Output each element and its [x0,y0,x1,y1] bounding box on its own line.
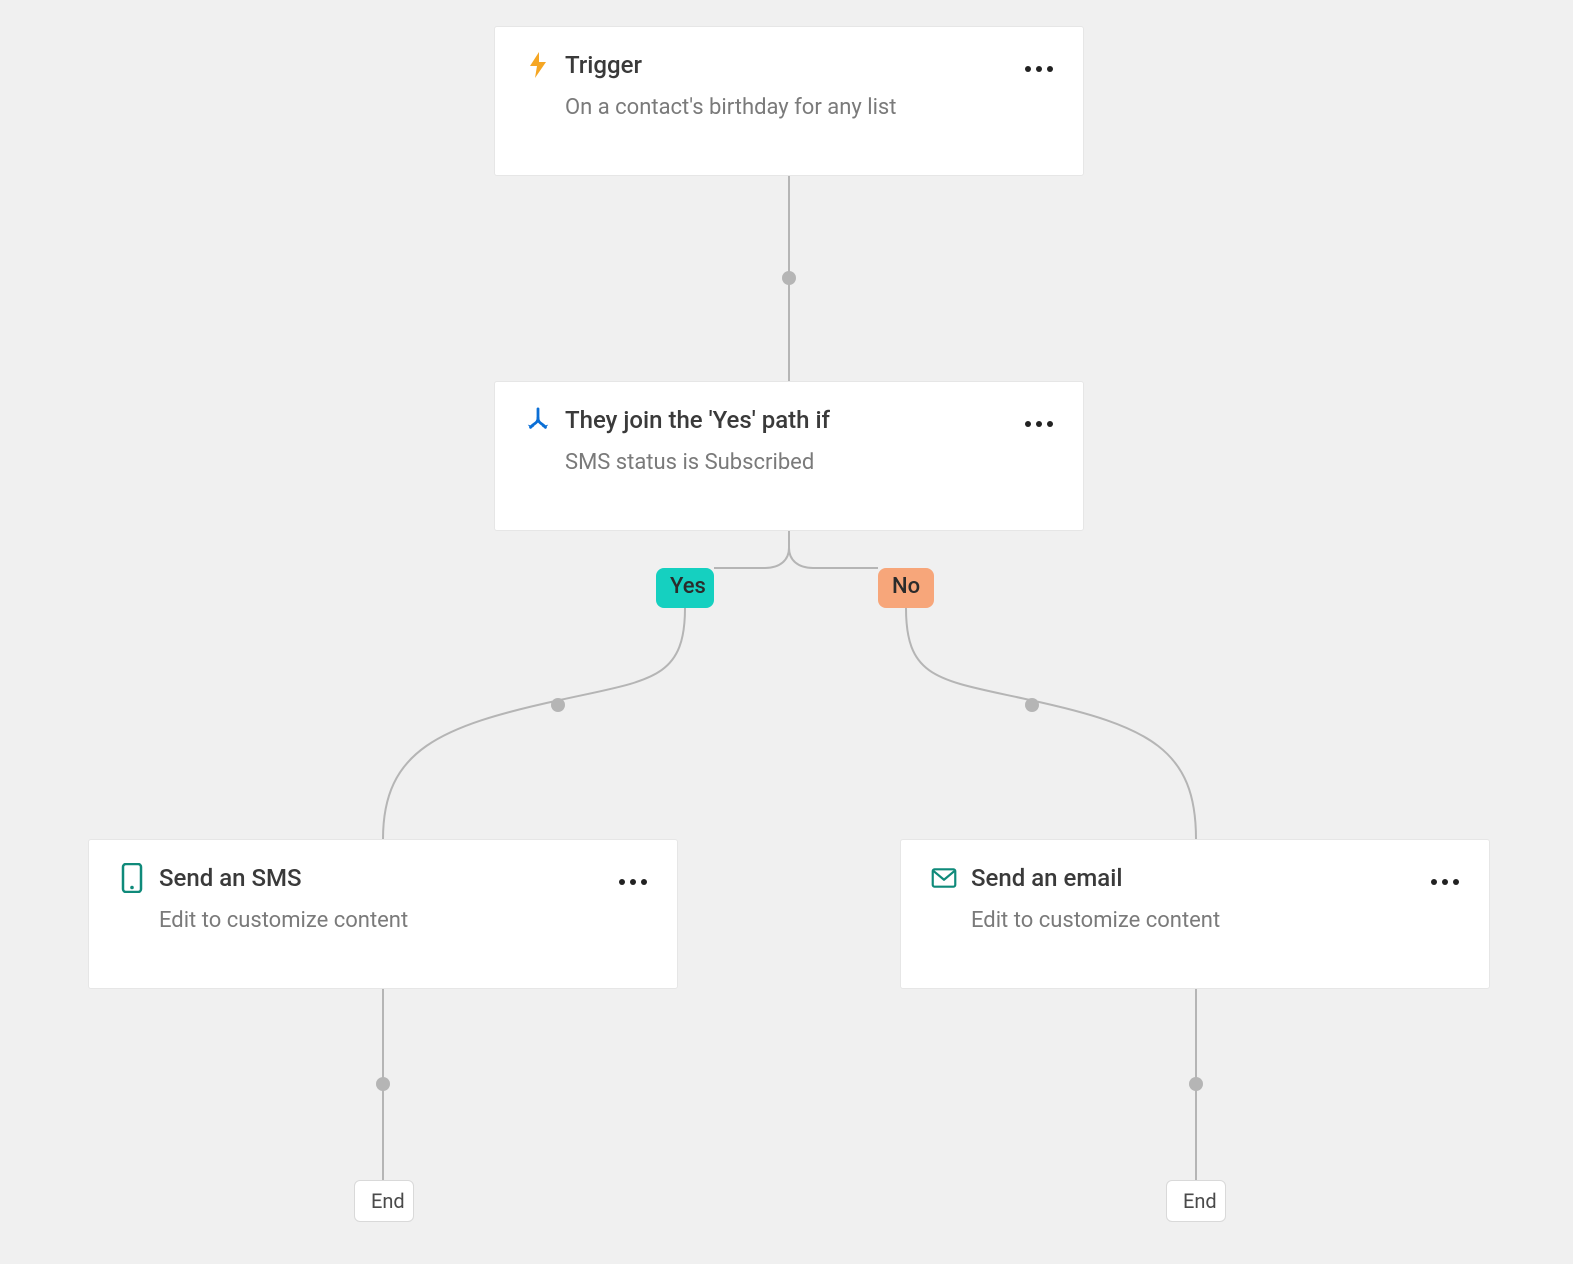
add-step-dot[interactable] [1025,698,1039,712]
more-button[interactable] [615,870,651,894]
add-step-dot[interactable] [1189,1077,1203,1091]
flow-edge [789,531,878,568]
add-step-dot[interactable] [376,1077,390,1091]
edges-layer [0,0,1573,1264]
node-subtitle: Edit to customize content [971,907,1459,936]
split-icon [525,406,551,434]
node-title: They join the 'Yes' path if [565,406,830,435]
send-sms-node[interactable]: Send an SMS Edit to customize content [88,839,678,989]
node-header: Send an email [931,864,1459,893]
node-subtitle: On a contact's birthday for any list [565,94,1053,123]
add-step-dot[interactable] [782,271,796,285]
node-header: Trigger [525,51,1053,80]
flow-edge [906,608,1196,839]
node-subtitle: Edit to customize content [159,907,647,936]
add-step-dot[interactable] [551,698,565,712]
node-title: Send an SMS [159,864,302,893]
end-node[interactable]: End [354,1180,414,1222]
node-header: They join the 'Yes' path if [525,406,1053,435]
flow-edge [714,531,789,568]
more-button[interactable] [1427,870,1463,894]
flow-canvas: { "layout": { "canvas": { "width": 1573,… [0,0,1573,1264]
node-header: Send an SMS [119,864,647,893]
phone-icon [119,864,145,892]
end-node[interactable]: End [1166,1180,1226,1222]
send-email-node[interactable]: Send an email Edit to customize content [900,839,1490,989]
bolt-icon [525,51,551,79]
no-tag[interactable]: No [878,568,934,608]
node-title: Send an email [971,864,1122,893]
trigger-node[interactable]: Trigger On a contact's birthday for any … [494,26,1084,176]
condition-node[interactable]: They join the 'Yes' path if SMS status i… [494,381,1084,531]
mail-icon [931,864,957,892]
more-button[interactable] [1021,57,1057,81]
yes-tag[interactable]: Yes [656,568,714,608]
flow-edge [383,608,685,839]
more-button[interactable] [1021,412,1057,436]
node-subtitle: SMS status is Subscribed [565,449,1053,478]
node-title: Trigger [565,51,642,80]
